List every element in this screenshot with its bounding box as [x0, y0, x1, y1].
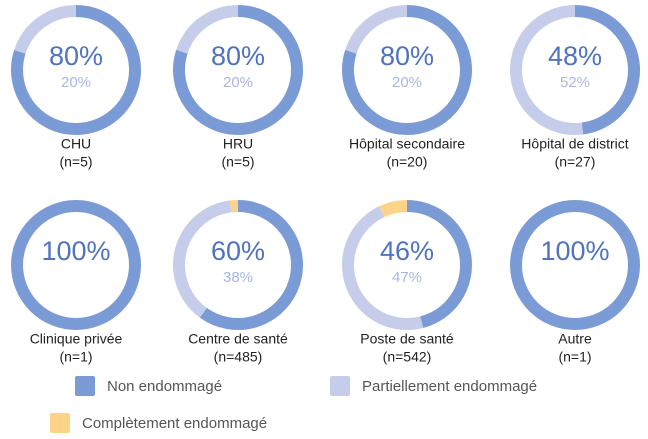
donut-title: Centre de santé	[188, 331, 288, 347]
donut-subtitle: (n=1)	[558, 349, 591, 365]
main-percent: 60%	[211, 236, 265, 266]
legend-label: Non endommagé	[107, 378, 222, 395]
donut-subtitle: (n=485)	[214, 349, 263, 365]
legend-label: Complètement endommagé	[82, 415, 267, 432]
secondary-percent: 52%	[560, 74, 590, 91]
donut-title: Hôpital de district	[521, 136, 628, 152]
donut-segment	[11, 5, 141, 135]
legend-swatch	[50, 413, 70, 433]
main-percent: 48%	[548, 41, 602, 71]
donut-segment	[510, 5, 584, 135]
main-percent: 80%	[211, 41, 265, 71]
secondary-percent: 47%	[392, 269, 422, 286]
main-percent: 46%	[380, 236, 434, 266]
donut-segment	[342, 206, 424, 330]
main-percent: 100%	[540, 236, 609, 266]
donut-subtitle: (n=5)	[59, 154, 92, 170]
donut-title: Poste de santé	[360, 331, 454, 347]
legend-swatch	[75, 376, 95, 396]
main-percent: 80%	[380, 41, 434, 71]
donut-segment	[176, 5, 239, 54]
donut-title: Hôpital secondaire	[349, 136, 465, 152]
donut-subtitle: (n=5)	[221, 154, 254, 170]
donut-segment	[173, 5, 303, 135]
donut-segment	[406, 200, 472, 328]
secondary-percent: 20%	[61, 74, 91, 91]
donut-segment	[11, 200, 141, 331]
donut-title: CHU	[61, 136, 91, 152]
main-percent: 100%	[41, 236, 110, 266]
donut-subtitle: (n=1)	[59, 349, 92, 365]
donut-segment	[574, 5, 640, 135]
donut-segment	[14, 5, 77, 54]
main-percent: 80%	[49, 41, 103, 71]
donut-segment	[342, 5, 472, 135]
donut-subtitle: (n=27)	[555, 154, 596, 170]
secondary-percent: 20%	[392, 74, 422, 91]
donut-subtitle: (n=20)	[387, 154, 428, 170]
donut-title: Autre	[558, 331, 592, 347]
donut-subtitle: (n=542)	[383, 349, 432, 365]
secondary-percent: 38%	[223, 269, 253, 286]
donut-segment	[199, 200, 303, 330]
legend-label: Partiellement endommagé	[362, 378, 537, 395]
donut-segment	[379, 200, 408, 218]
secondary-percent: 20%	[223, 74, 253, 91]
donut-title: HRU	[223, 136, 253, 152]
donut-title: Clinique privée	[30, 331, 123, 347]
legend-swatch	[330, 376, 350, 396]
donut-segment	[345, 5, 408, 54]
donut-segment	[510, 200, 640, 331]
donut-segment	[173, 200, 232, 318]
